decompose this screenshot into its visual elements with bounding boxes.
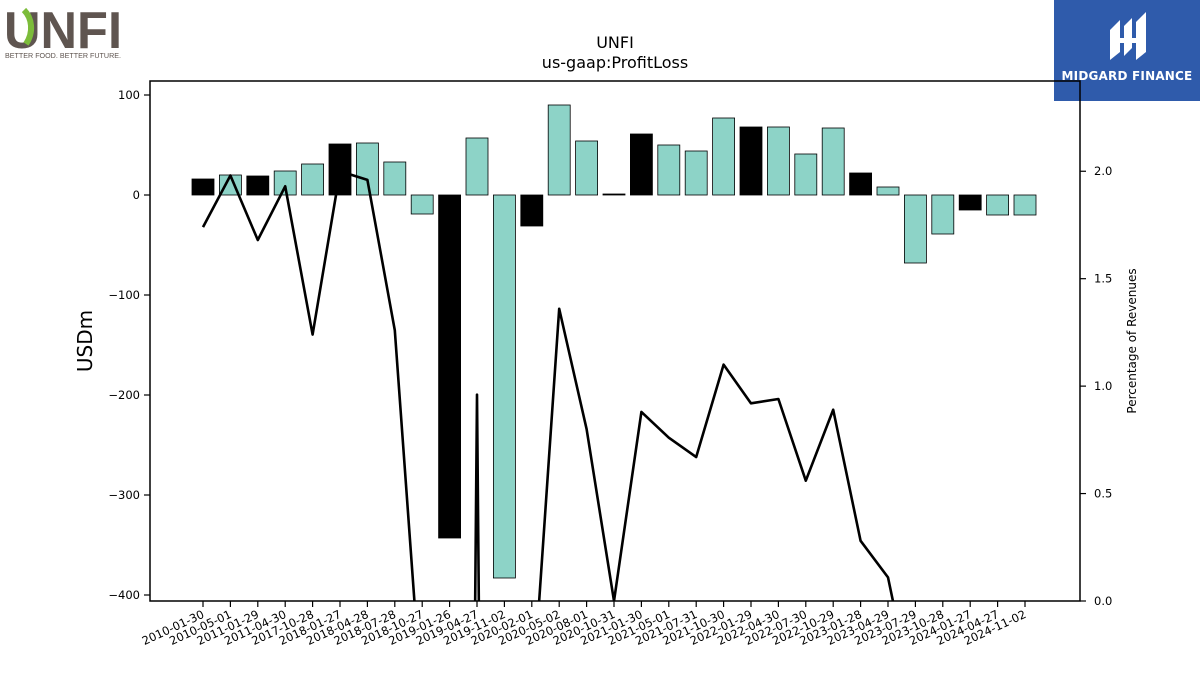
- left-y-tick-label: −300: [108, 488, 140, 502]
- bar-2020-10-31: [602, 193, 626, 196]
- bar-2024-11-02: [1013, 194, 1037, 216]
- percentage-line: [201, 169, 895, 601]
- bar-2022-07-30: [794, 153, 818, 196]
- bar-2023-01-28: [849, 172, 872, 196]
- bar-2017-10-28: [301, 163, 325, 196]
- right-y-tick-label: 0.0: [1094, 594, 1112, 608]
- x-axis: 2010-01-302010-05-012011-01-292011-04-30…: [140, 601, 1028, 648]
- bar-2011-04-30: [273, 170, 297, 196]
- bar-2021-05-01: [657, 144, 681, 196]
- bar-series: [191, 104, 1037, 579]
- left-y-tick-label: −400: [108, 588, 140, 602]
- bar-2019-11-02: [492, 194, 516, 579]
- bar-2018-04-28: [355, 142, 379, 196]
- bar-2024-01-27: [958, 194, 982, 211]
- bar-2024-04-27: [986, 194, 1009, 216]
- right-y-tick-label: 0.5: [1094, 487, 1112, 501]
- midgard-finance-wordmark: MIDGARD FINANCE: [1061, 69, 1193, 83]
- line-series: [201, 169, 895, 601]
- left-y-axis: 100 0 −100 −200 −300 −400: [108, 88, 150, 602]
- bar-2022-04-30: [767, 126, 790, 196]
- right-y-tick-label: 1.5: [1094, 272, 1112, 286]
- bar-2022-01-29: [739, 126, 763, 196]
- left-y-tick-label: 100: [118, 88, 140, 102]
- midgard-emblem-icon: [1110, 12, 1146, 60]
- bar-2023-10-28: [931, 194, 955, 235]
- bar-2021-01-30: [630, 133, 653, 196]
- bar-2018-10-27: [410, 194, 434, 215]
- bar-2021-10-30: [712, 117, 735, 196]
- bar-2018-07-28: [383, 161, 407, 196]
- bar-2020-05-02: [547, 104, 571, 196]
- bar-2023-07-29: [904, 194, 927, 264]
- bar-2020-02-01: [520, 194, 544, 227]
- y-axis-label: USDm: [73, 310, 97, 372]
- right-y-tick-label: 2.0: [1094, 164, 1112, 178]
- plot-frame: [149, 80, 1081, 602]
- midgard-finance-logo: MIDGARD FINANCE: [1054, 0, 1200, 101]
- bar-2020-08-01: [575, 140, 598, 196]
- chart-title: UNFI: [596, 33, 634, 52]
- bar-2023-04-29: [876, 186, 900, 196]
- right-y-axis: 0.0 0.5 1.0 1.5 2.0: [1080, 164, 1112, 608]
- bar-2021-07-31: [684, 150, 708, 196]
- bar-2011-01-29: [246, 175, 270, 196]
- unfi-logo-tagline: BETTER FOOD. BETTER FUTURE.: [5, 51, 121, 60]
- bar-2019-01-26: [438, 194, 462, 539]
- left-y-tick-label: 0: [133, 188, 140, 202]
- bar-2019-04-27: [465, 137, 489, 196]
- bar-2022-10-29: [821, 127, 845, 196]
- unfi-logo: UNFI BETTER FOOD. BETTER FUTURE.: [4, 2, 128, 62]
- left-y-tick-label: −100: [108, 288, 140, 302]
- chart-subtitle: us-gaap:ProfitLoss: [542, 53, 688, 72]
- bar-2018-01-27: [328, 143, 352, 196]
- right-y-tick-label: 1.0: [1094, 379, 1112, 393]
- left-y-tick-label: −200: [108, 388, 140, 402]
- bar-2010-01-30: [191, 178, 215, 196]
- right-y-axis-label: Percentage of Revenues: [1125, 268, 1139, 413]
